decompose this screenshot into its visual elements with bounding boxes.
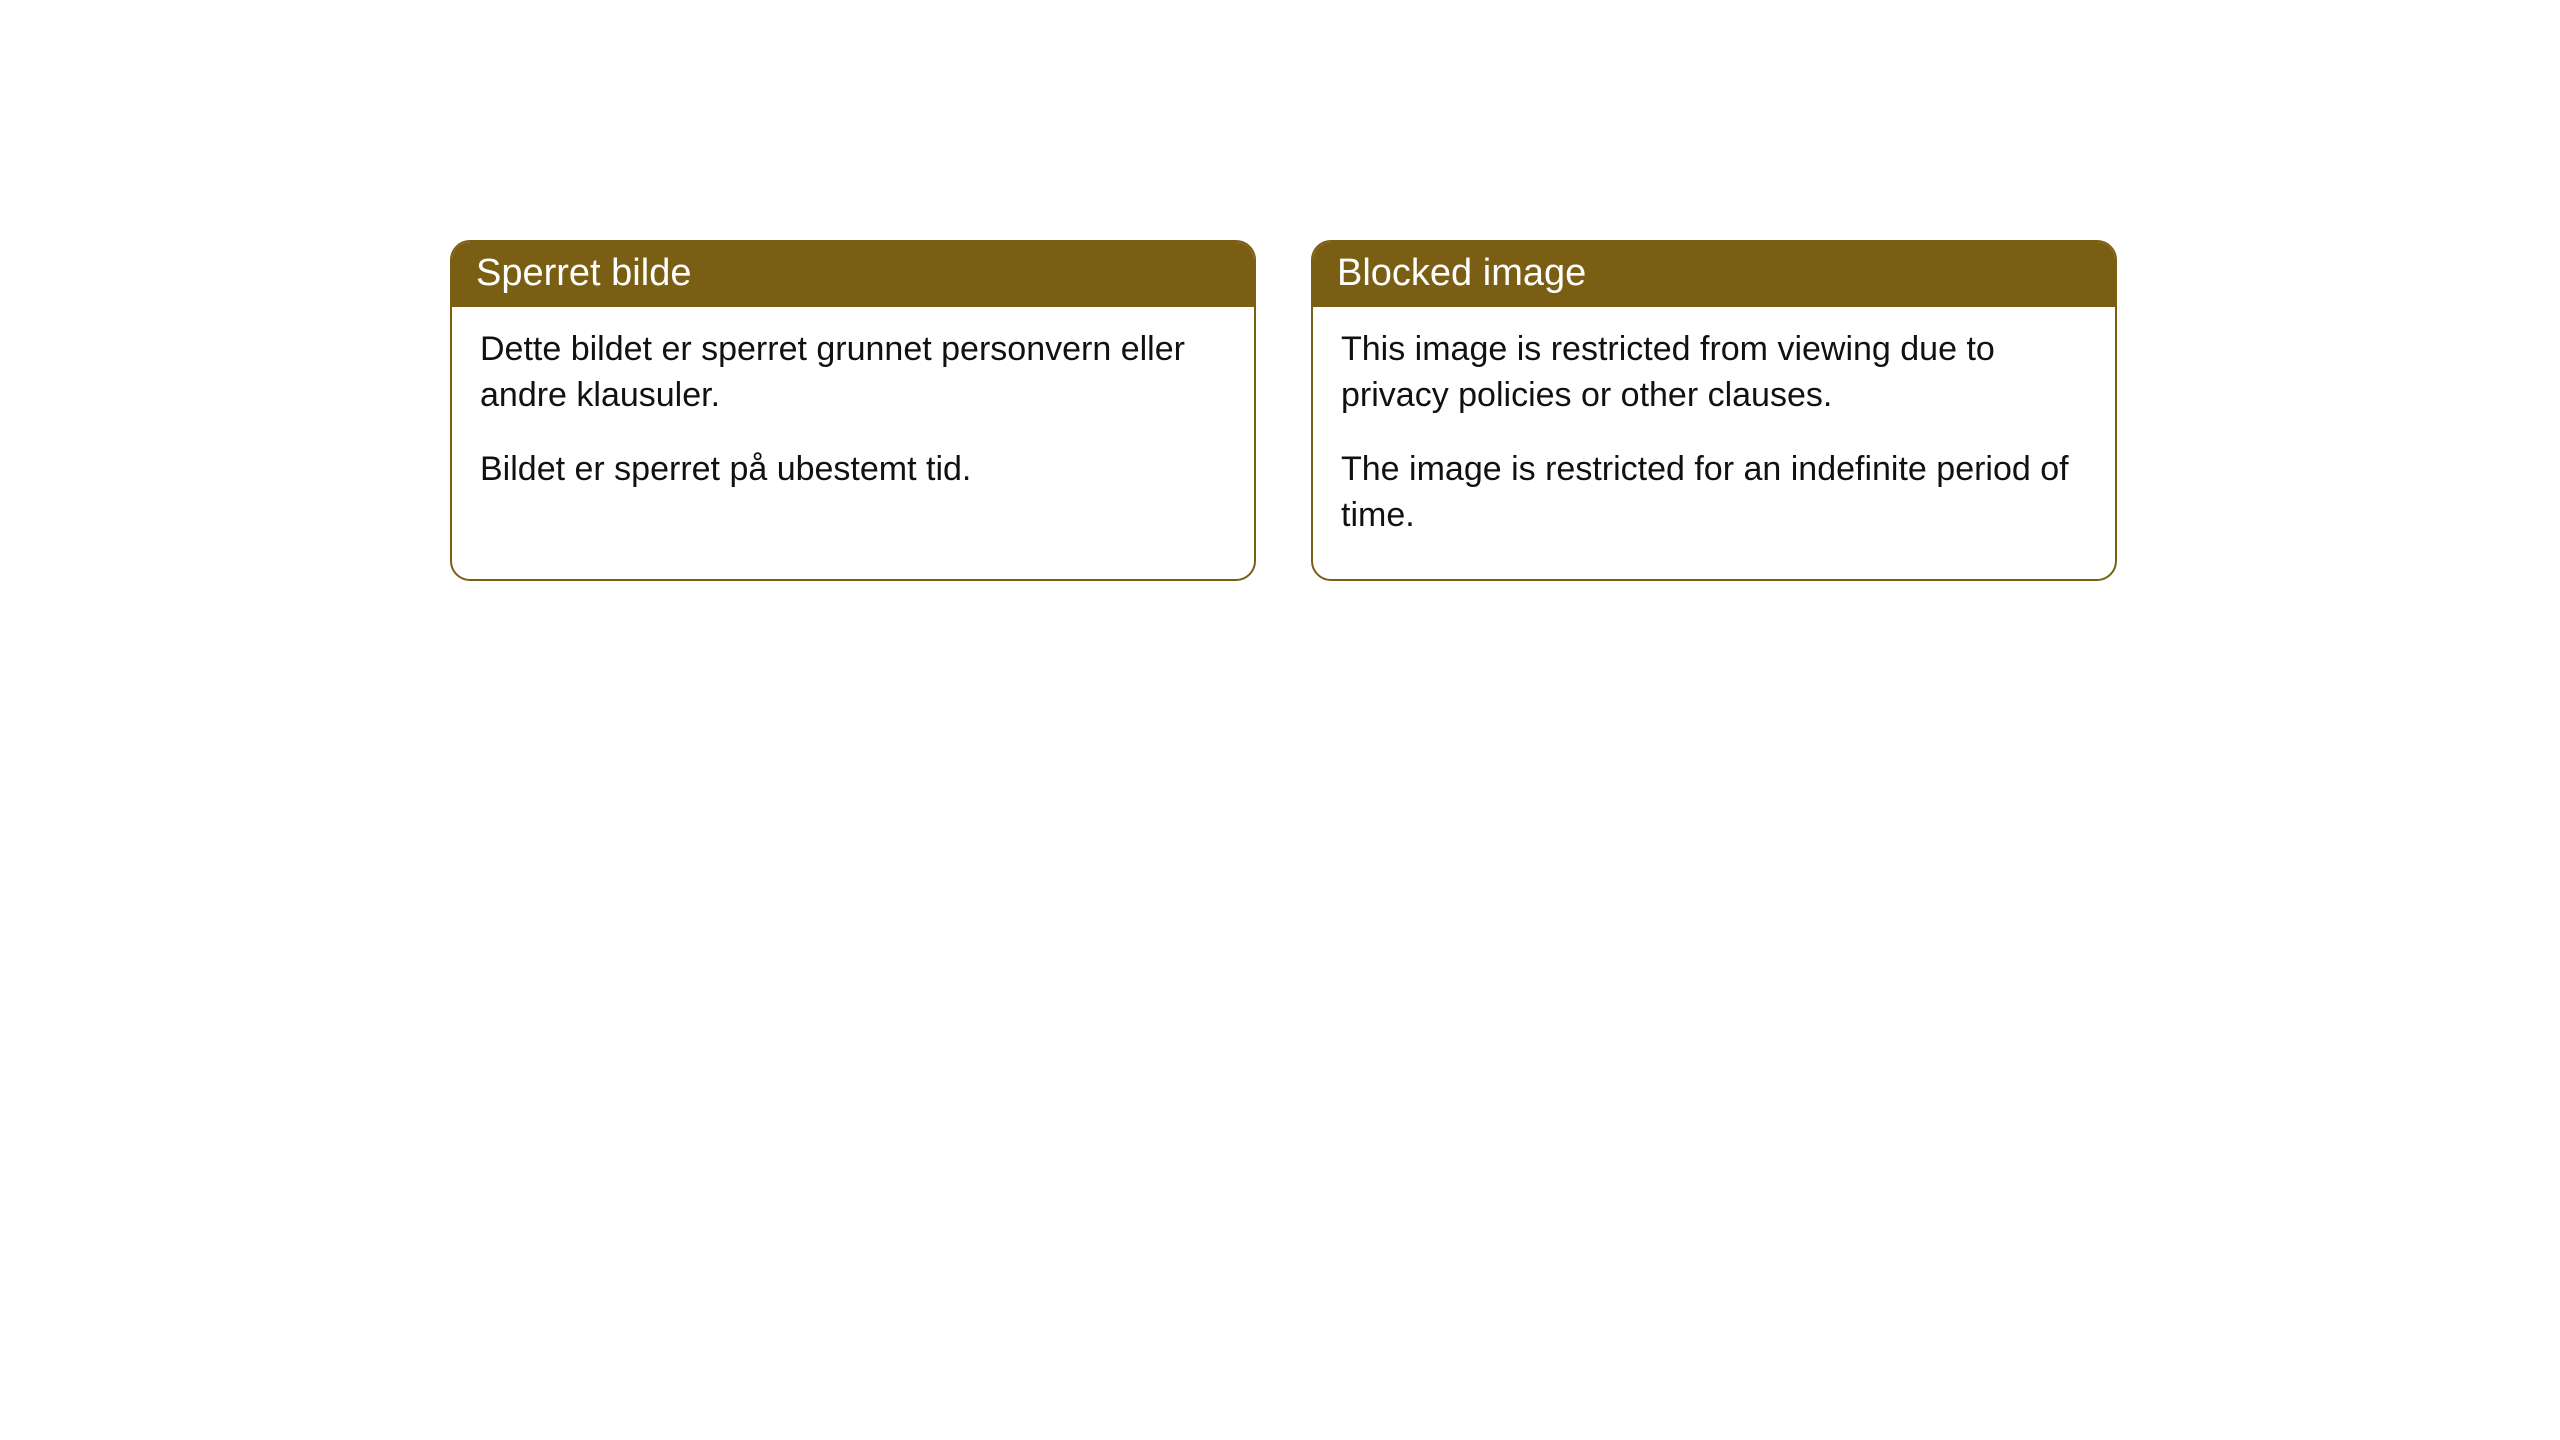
blocked-image-card-no: Sperret bilde Dette bildet er sperret gr… bbox=[450, 240, 1256, 581]
card-body: This image is restricted from viewing du… bbox=[1313, 307, 2115, 579]
card-header: Sperret bilde bbox=[452, 242, 1254, 307]
card-paragraph: Bildet er sperret på ubestemt tid. bbox=[480, 447, 1226, 493]
card-body: Dette bildet er sperret grunnet personve… bbox=[452, 307, 1254, 533]
card-paragraph: This image is restricted from viewing du… bbox=[1341, 327, 2087, 419]
notice-cards-container: Sperret bilde Dette bildet er sperret gr… bbox=[450, 240, 2117, 581]
card-paragraph: Dette bildet er sperret grunnet personve… bbox=[480, 327, 1226, 419]
card-header: Blocked image bbox=[1313, 242, 2115, 307]
blocked-image-card-en: Blocked image This image is restricted f… bbox=[1311, 240, 2117, 581]
card-paragraph: The image is restricted for an indefinit… bbox=[1341, 447, 2087, 539]
